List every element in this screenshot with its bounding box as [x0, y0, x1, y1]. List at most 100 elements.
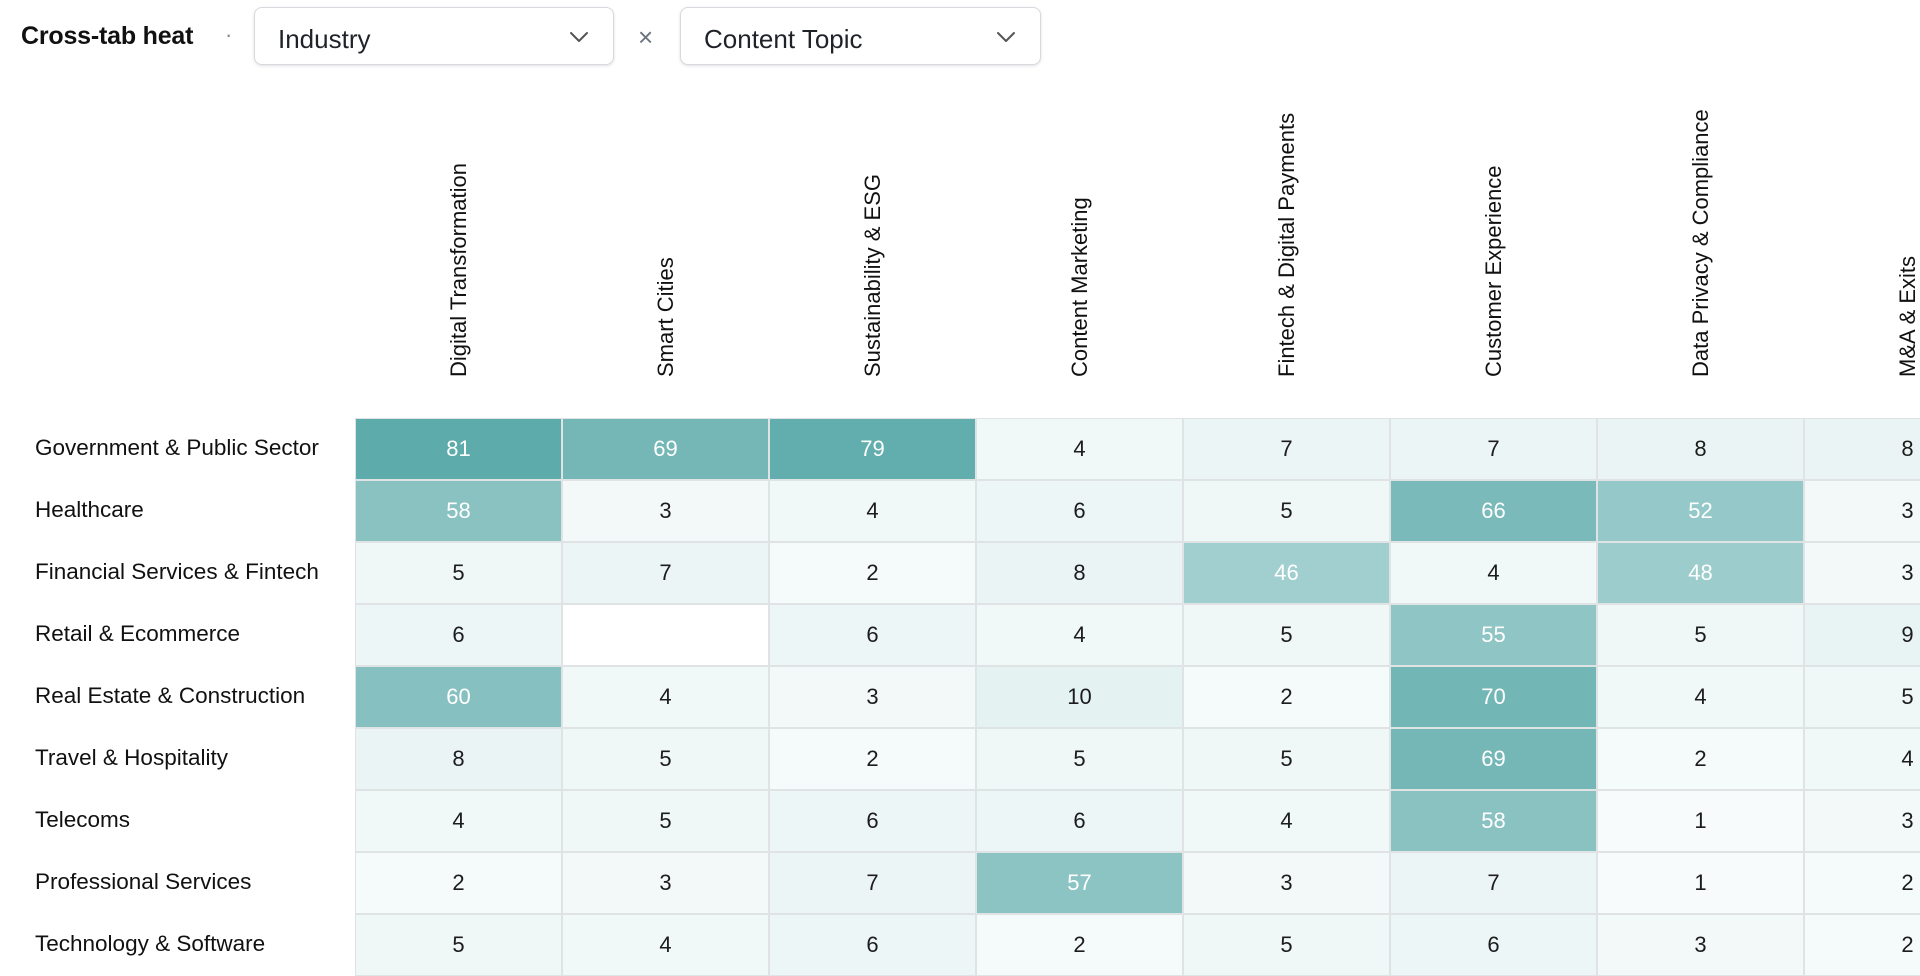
- column-header-label: Sustainability & ESG: [859, 174, 885, 377]
- row-label: Financial Services & Fintech: [35, 559, 319, 584]
- heatmap-cell[interactable]: 5: [562, 728, 769, 790]
- heatmap-cell[interactable]: 70: [1390, 666, 1597, 728]
- heatmap-cell[interactable]: 4: [355, 790, 562, 852]
- row-dimension-value: Industry: [278, 24, 371, 54]
- heatmap-cell[interactable]: 7: [769, 852, 976, 914]
- heatmap-cell[interactable]: [562, 604, 769, 666]
- times-icon: ×: [638, 22, 654, 52]
- heatmap-cell[interactable]: 6: [976, 790, 1183, 852]
- row-label: Healthcare: [35, 497, 144, 522]
- heatmap-cell[interactable]: 1: [1597, 790, 1804, 852]
- heatmap-cell[interactable]: 4: [562, 914, 769, 976]
- heatmap-cell[interactable]: 52: [1597, 480, 1804, 542]
- column-header[interactable]: Smart Cities: [562, 100, 769, 405]
- heatmap-cell[interactable]: 6: [976, 480, 1183, 542]
- title-separator: ·: [225, 22, 233, 47]
- heatmap-cell[interactable]: 4: [1183, 790, 1390, 852]
- column-header-label: M&A & Exits: [1894, 255, 1920, 377]
- heatmap-cell[interactable]: 69: [1390, 728, 1597, 790]
- column-header-label: Data Privacy & Compliance: [1687, 109, 1713, 377]
- heatmap-cell[interactable]: 7: [562, 542, 769, 604]
- heatmap-cell[interactable]: 2: [1597, 728, 1804, 790]
- heatmap-cell[interactable]: 2: [1804, 852, 1920, 914]
- heatmap-cell[interactable]: 79: [769, 418, 976, 480]
- row-label: Professional Services: [35, 869, 252, 894]
- heatmap-cell[interactable]: 81: [355, 418, 562, 480]
- heatmap-cell[interactable]: 3: [562, 480, 769, 542]
- heatmap-cell[interactable]: 69: [562, 418, 769, 480]
- heatmap-cell[interactable]: 8: [976, 542, 1183, 604]
- heatmap-cell[interactable]: 3: [1804, 790, 1920, 852]
- heatmap-cell[interactable]: 60: [355, 666, 562, 728]
- heatmap-cell[interactable]: 5: [1183, 914, 1390, 976]
- heatmap-cell[interactable]: 55: [1390, 604, 1597, 666]
- heatmap-cell[interactable]: 4: [1804, 728, 1920, 790]
- column-dimension-select[interactable]: Content Topic: [680, 7, 1041, 65]
- heatmap-cell[interactable]: 5: [355, 542, 562, 604]
- heatmap-cell[interactable]: 5: [976, 728, 1183, 790]
- column-header-label: Customer Experience: [1480, 165, 1506, 377]
- column-header-label: Smart Cities: [652, 257, 678, 377]
- heatmap-cell[interactable]: 2: [355, 852, 562, 914]
- heatmap-cell[interactable]: 66: [1390, 480, 1597, 542]
- heatmap-cell[interactable]: 4: [769, 480, 976, 542]
- heatmap-cell[interactable]: 2: [769, 728, 976, 790]
- column-dimension-value: Content Topic: [704, 24, 863, 54]
- column-header[interactable]: Data Privacy & Compliance: [1597, 100, 1804, 405]
- heatmap-cell[interactable]: 5: [1183, 604, 1390, 666]
- heatmap-cell[interactable]: 4: [976, 604, 1183, 666]
- heatmap-cell[interactable]: 9: [1804, 604, 1920, 666]
- row-dimension-select[interactable]: Industry: [254, 7, 614, 65]
- heatmap-cell[interactable]: 58: [1390, 790, 1597, 852]
- heatmap-cell[interactable]: 8: [355, 728, 562, 790]
- heatmap-cell[interactable]: 3: [1183, 852, 1390, 914]
- heatmap-cell[interactable]: 58: [355, 480, 562, 542]
- column-header-label: Digital Transformation: [445, 163, 471, 377]
- heatmap-cell[interactable]: 3: [562, 852, 769, 914]
- heatmap-cell[interactable]: 2: [1183, 666, 1390, 728]
- heatmap-cell[interactable]: 4: [1390, 542, 1597, 604]
- row-label: Technology & Software: [35, 931, 266, 956]
- column-header[interactable]: Digital Transformation: [355, 100, 562, 405]
- heatmap-cell[interactable]: 5: [1183, 480, 1390, 542]
- heatmap-cell[interactable]: 5: [1597, 604, 1804, 666]
- heatmap-cell[interactable]: 7: [1390, 418, 1597, 480]
- column-header[interactable]: Customer Experience: [1390, 100, 1597, 405]
- heatmap-cell[interactable]: 6: [1390, 914, 1597, 976]
- column-header[interactable]: Sustainability & ESG: [769, 100, 976, 405]
- heatmap-cell[interactable]: 3: [1804, 542, 1920, 604]
- toolbar: Cross-tab heat · Industry × Content Topi…: [0, 0, 1920, 74]
- heatmap-cell[interactable]: 8: [1597, 418, 1804, 480]
- column-header[interactable]: M&A & Exits: [1804, 100, 1920, 405]
- heatmap-cell[interactable]: 3: [1804, 480, 1920, 542]
- heatmap-cell[interactable]: 6: [769, 604, 976, 666]
- row-label: Government & Public Sector: [35, 435, 319, 460]
- heatmap-cell[interactable]: 7: [1390, 852, 1597, 914]
- heatmap-cell[interactable]: 4: [976, 418, 1183, 480]
- heatmap-cell[interactable]: 5: [1183, 728, 1390, 790]
- column-header[interactable]: Content Marketing: [976, 100, 1183, 405]
- heatmap-cell[interactable]: 5: [1804, 666, 1920, 728]
- heatmap-cell[interactable]: 5: [355, 914, 562, 976]
- heatmap-cell[interactable]: 4: [1597, 666, 1804, 728]
- heatmap-cell[interactable]: 4: [562, 666, 769, 728]
- heatmap-cell[interactable]: 2: [976, 914, 1183, 976]
- heatmap-cell[interactable]: 6: [769, 790, 976, 852]
- heatmap-cell[interactable]: 3: [769, 666, 976, 728]
- row-label: Travel & Hospitality: [35, 745, 228, 770]
- heatmap-cell[interactable]: 8: [1804, 418, 1920, 480]
- column-header[interactable]: Fintech & Digital Payments: [1183, 100, 1390, 405]
- heatmap-cell[interactable]: 5: [562, 790, 769, 852]
- heatmap-cell[interactable]: 46: [1183, 542, 1390, 604]
- heatmap-cell[interactable]: 1: [1597, 852, 1804, 914]
- heatmap-cell[interactable]: 2: [1804, 914, 1920, 976]
- heatmap-cell[interactable]: 7: [1183, 418, 1390, 480]
- heatmap-cell[interactable]: 2: [769, 542, 976, 604]
- row-label: Real Estate & Construction: [35, 683, 306, 708]
- heatmap-cell[interactable]: 57: [976, 852, 1183, 914]
- heatmap-cell[interactable]: 6: [355, 604, 562, 666]
- heatmap-cell[interactable]: 10: [976, 666, 1183, 728]
- heatmap-cell[interactable]: 6: [769, 914, 976, 976]
- heatmap-cell[interactable]: 3: [1597, 914, 1804, 976]
- heatmap-cell[interactable]: 48: [1597, 542, 1804, 604]
